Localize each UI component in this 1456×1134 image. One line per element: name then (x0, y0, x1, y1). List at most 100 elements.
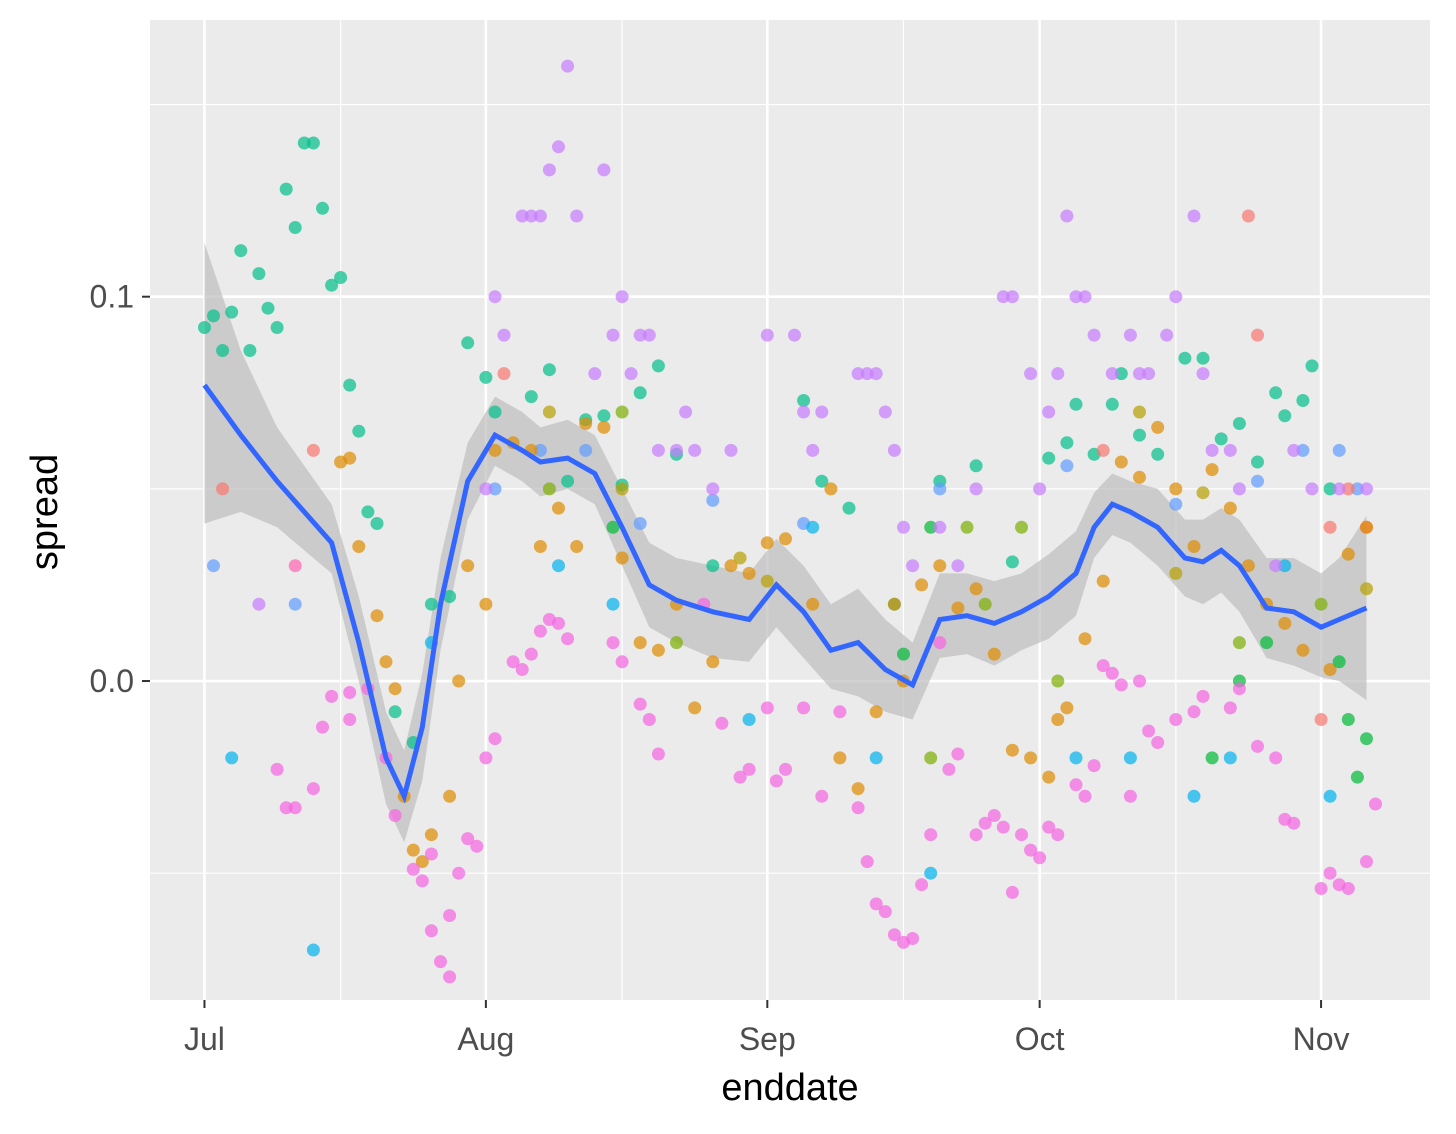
data-point (424, 828, 438, 842)
data-point (933, 559, 947, 573)
data-point (633, 328, 647, 342)
data-point (524, 390, 538, 404)
data-point (216, 482, 230, 496)
data-point (933, 636, 947, 650)
x-tick-label: Oct (1015, 1021, 1065, 1057)
data-point (561, 632, 575, 646)
data-point (452, 674, 466, 688)
y-tick-label: 0.0 (90, 663, 134, 699)
data-point (470, 839, 484, 853)
data-point (1314, 713, 1328, 726)
data-point (561, 474, 575, 488)
data-point (869, 367, 883, 381)
data-point (552, 501, 565, 515)
data-point (924, 751, 938, 765)
data-point (1251, 328, 1264, 342)
data-point (1360, 582, 1373, 596)
data-point (461, 559, 475, 573)
data-point (434, 955, 447, 969)
data-point (851, 801, 865, 815)
data-point (1287, 443, 1301, 457)
data-point (706, 482, 720, 496)
data-point (615, 290, 629, 304)
data-point (479, 751, 493, 765)
data-point (742, 762, 756, 776)
data-point (198, 321, 211, 334)
data-point (1178, 351, 1192, 365)
data-point (243, 344, 257, 357)
data-point (1051, 828, 1065, 842)
data-point (1214, 432, 1228, 446)
data-point (642, 713, 656, 726)
data-point (1360, 855, 1373, 869)
data-point (1269, 386, 1283, 400)
data-point (479, 597, 493, 611)
major-gridlines (150, 20, 1430, 1000)
data-point (216, 344, 230, 357)
data-point (615, 655, 629, 669)
data-point (1169, 497, 1183, 511)
data-point (443, 909, 457, 922)
data-point (1232, 682, 1246, 696)
data-point (542, 163, 556, 177)
data-point (388, 809, 402, 822)
data-point (1005, 885, 1019, 899)
data-point (1078, 290, 1092, 304)
data-point (552, 559, 565, 573)
data-point (897, 520, 910, 534)
data-point (1241, 209, 1255, 223)
data-point (906, 559, 920, 573)
data-point (915, 578, 929, 592)
data-point (960, 520, 974, 534)
data-point (724, 443, 738, 457)
data-point (933, 482, 947, 496)
data-point (552, 616, 565, 630)
data-point (1314, 597, 1328, 611)
data-point (1096, 443, 1110, 457)
y-axis-ticks: 0.0 0.1 (90, 279, 150, 699)
data-point (797, 701, 811, 715)
data-point (488, 443, 502, 457)
data-point (1078, 789, 1092, 803)
data-point (1060, 209, 1074, 223)
data-point (361, 505, 375, 519)
data-point (987, 809, 1001, 822)
data-point (869, 897, 883, 911)
data-point (833, 705, 847, 719)
data-point (1251, 474, 1264, 488)
data-point (334, 271, 348, 284)
data-point (388, 705, 402, 719)
data-point (706, 493, 720, 507)
data-point (606, 636, 620, 650)
data-point (1033, 482, 1047, 496)
data-point (1196, 486, 1210, 500)
data-point (279, 182, 293, 196)
x-tick-label: Sep (739, 1021, 796, 1057)
data-point (1015, 828, 1028, 842)
data-point (624, 367, 638, 381)
data-point (779, 532, 792, 546)
data-point (915, 878, 929, 892)
data-point (1305, 359, 1319, 373)
data-point (1332, 443, 1346, 457)
data-point (207, 559, 220, 573)
data-point (1042, 451, 1056, 465)
data-point (760, 536, 774, 550)
data-point (1323, 789, 1337, 803)
data-point (588, 367, 602, 381)
data-point (615, 482, 629, 496)
data-point (633, 697, 647, 711)
data-point (370, 517, 384, 530)
data-point (1024, 367, 1038, 381)
data-point (1078, 632, 1092, 646)
data-point (270, 762, 284, 776)
data-point (379, 655, 393, 669)
data-point (815, 789, 829, 803)
data-point (1114, 367, 1128, 381)
x-tick-label: Jul (184, 1021, 225, 1057)
data-point (343, 378, 357, 392)
data-point (806, 520, 820, 534)
data-point (1278, 616, 1292, 630)
data-point (779, 762, 792, 776)
data-point (797, 394, 811, 407)
